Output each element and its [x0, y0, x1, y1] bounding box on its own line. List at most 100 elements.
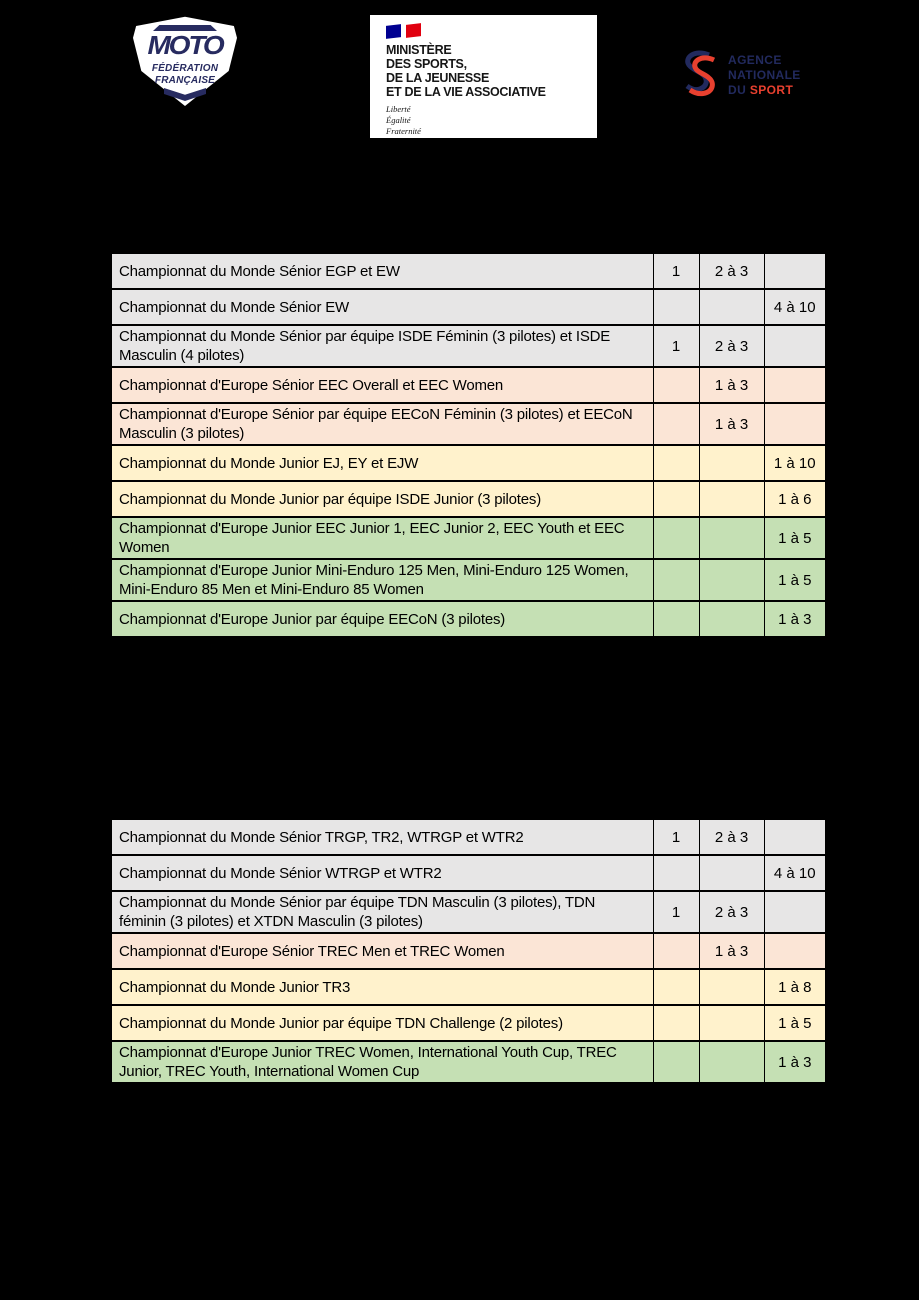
motto-fraternite: Fraternité [386, 126, 421, 136]
table-row: Championnat du Monde Sénior EW 4 à 10 [110, 288, 827, 326]
row-value-col1 [652, 402, 700, 446]
flag-white-stripe [401, 23, 406, 36]
ans-text-line-1: AGENCE [728, 53, 782, 67]
row-label: Championnat du Monde Sénior TRGP, TR2, W… [110, 818, 654, 856]
enduro-criteria-table: Championnat du Monde Sénior EGP et EW 1 2 … [110, 252, 827, 638]
ffm-logo: MOTO FÉDÉRATION FRANÇAISE [133, 14, 237, 106]
table-row: Championnat d'Europe Junior Mini-Enduro … [110, 558, 827, 602]
row-value-col2 [698, 968, 765, 1006]
row-value-col2 [698, 480, 765, 518]
row-value-col1 [652, 366, 700, 404]
row-value-col3 [763, 366, 827, 404]
row-value-col1 [652, 558, 700, 602]
table-row: Championnat d'Europe Junior EEC Junior 1… [110, 516, 827, 560]
row-label: Championnat d'Europe Sénior TREC Men et … [110, 932, 654, 970]
row-value-col2: 2 à 3 [698, 324, 765, 368]
ans-logo-text: AGENCE NATIONALE DU SPORT [728, 53, 801, 98]
row-label: Championnat du Monde Sénior EGP et EW [110, 252, 654, 290]
row-value-col3: 1 à 5 [763, 558, 827, 602]
table-row: Championnat du Monde Junior EJ, EY et EJ… [110, 444, 827, 482]
ministry-title-line-3: DE LA JEUNESSE [386, 71, 490, 85]
row-label: Championnat d'Europe Junior EEC Junior 1… [110, 516, 654, 560]
row-value-col3: 1 à 8 [763, 968, 827, 1006]
enduro-table: Championnat du Monde Sénior EGP et EW 1 2 … [110, 252, 827, 638]
row-value-col3 [763, 890, 827, 934]
row-value-col3 [763, 932, 827, 970]
table-row: Championnat du Monde Junior par équipe I… [110, 480, 827, 518]
row-value-col1 [652, 1004, 700, 1042]
row-value-col3: 1 à 6 [763, 480, 827, 518]
row-value-col3: 4 à 10 [763, 854, 827, 892]
flag-red-stripe [406, 23, 421, 38]
row-value-col2: 1 à 3 [698, 932, 765, 970]
ministry-motto: Liberté Égalité Fraternité [386, 104, 421, 137]
row-value-col2 [698, 1004, 765, 1042]
row-value-col1 [652, 1040, 700, 1084]
ans-text-du: DU [728, 83, 750, 97]
row-value-col1 [652, 288, 700, 326]
ans-text-sport: SPORT [749, 83, 794, 97]
ffm-logo-subtitle-2: FRANÇAISE [154, 75, 216, 86]
row-label: Championnat du Monde Junior par équipe I… [110, 480, 654, 518]
ans-text-line-3: DU SPORT [728, 83, 801, 98]
table-row: Championnat du Monde Sénior EGP et EW 1 2 … [110, 252, 827, 290]
ministry-title-line-1: MINISTÈRE [386, 43, 452, 57]
row-label: Championnat d'Europe Sénior EEC Overall … [110, 366, 654, 404]
row-value-col1 [652, 932, 700, 970]
row-label: Championnat du Monde Sénior par équipe I… [110, 324, 654, 368]
row-value-col1 [652, 600, 700, 638]
ministry-logo: MINISTÈRE DES SPORTS, DE LA JEUNESSE ET … [370, 15, 597, 138]
row-value-col2 [698, 854, 765, 892]
row-value-col3: 1 à 5 [763, 1004, 827, 1042]
row-value-col3 [763, 402, 827, 446]
row-value-col2: 2 à 3 [698, 818, 765, 856]
row-label: Championnat d'Europe Junior par équipe E… [110, 600, 654, 638]
row-label: Championnat du Monde Junior TR3 [110, 968, 654, 1006]
ans-text-line-2: NATIONALE [728, 68, 801, 82]
ministry-title-line-4: ET DE LA VIE ASSOCIATIVE [386, 85, 546, 99]
row-value-col2 [698, 288, 765, 326]
trial-table: Championnat du Monde Sénior TRGP, TR2, W… [110, 818, 827, 1084]
row-value-col1: 1 [652, 818, 700, 856]
table-row: Championnat d'Europe Junior TREC Women, … [110, 1040, 827, 1084]
table-row: Championnat d'Europe Sénior par équipe E… [110, 402, 827, 446]
row-value-col2 [698, 1040, 765, 1084]
table-row: Championnat du Monde Sénior TRGP, TR2, W… [110, 818, 827, 856]
row-value-col3 [763, 324, 827, 368]
ffm-logo-title: MOTO [147, 30, 224, 60]
row-label: Championnat du Monde Junior par équipe T… [110, 1004, 654, 1042]
row-value-col3 [763, 818, 827, 856]
row-value-col2 [698, 600, 765, 638]
row-value-col3: 1 à 10 [763, 444, 827, 482]
table-row: Championnat d'Europe Junior par équipe E… [110, 600, 827, 638]
row-label: Championnat d'Europe Junior TREC Women, … [110, 1040, 654, 1084]
table-row: Championnat d'Europe Sénior EEC Overall … [110, 366, 827, 404]
motto-liberte: Liberté [386, 104, 411, 114]
table-row: Championnat du Monde Junior par équipe T… [110, 1004, 827, 1042]
row-value-col1 [652, 480, 700, 518]
row-value-col1: 1 [652, 252, 700, 290]
row-value-col2 [698, 516, 765, 560]
row-value-col1 [652, 968, 700, 1006]
row-value-col2: 1 à 3 [698, 366, 765, 404]
row-value-col3: 1 à 3 [763, 600, 827, 638]
trial-criteria-table: Championnat du Monde Sénior TRGP, TR2, W… [110, 818, 827, 1084]
table-row: Championnat du Monde Junior TR3 1 à 8 [110, 968, 827, 1006]
row-value-col1 [652, 854, 700, 892]
row-label: Championnat du Monde Junior EJ, EY et EJ… [110, 444, 654, 482]
motto-egalite: Égalité [386, 115, 411, 125]
table-row: Championnat d'Europe Sénior TREC Men et … [110, 932, 827, 970]
row-value-col1: 1 [652, 890, 700, 934]
french-flag-icon [386, 23, 421, 39]
row-label: Championnat du Monde Sénior par équipe T… [110, 890, 654, 934]
ministry-title-line-2: DES SPORTS, [386, 57, 467, 71]
row-value-col3: 1 à 3 [763, 1040, 827, 1084]
row-value-col3: 1 à 5 [763, 516, 827, 560]
ans-s-icon [685, 50, 716, 97]
table-row: Championnat du Monde Sénior par équipe I… [110, 324, 827, 368]
table-row: Championnat du Monde Sénior par équipe T… [110, 890, 827, 934]
row-value-col2 [698, 444, 765, 482]
row-label: Championnat d'Europe Junior Mini-Enduro … [110, 558, 654, 602]
row-value-col1 [652, 516, 700, 560]
row-label: Championnat d'Europe Sénior par équipe E… [110, 402, 654, 446]
